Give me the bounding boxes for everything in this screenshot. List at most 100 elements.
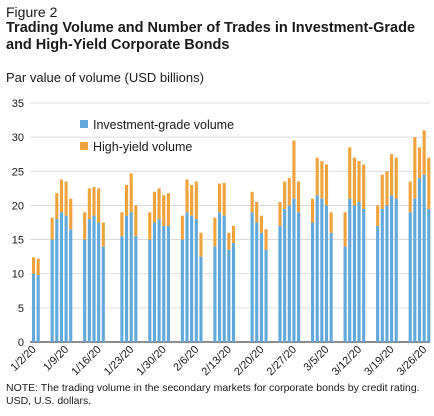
bar-investment-grade (264, 249, 268, 342)
bar-high-yield (394, 157, 398, 199)
bar-investment-grade (87, 219, 91, 342)
bar-high-yield (390, 154, 394, 196)
bar-high-yield (213, 217, 217, 247)
bar-high-yield (278, 202, 282, 226)
x-tick-label: 2/13/20 (200, 344, 234, 378)
bar-investment-grade (69, 229, 73, 342)
bar-high-yield (55, 193, 59, 220)
y-tick-label: 10 (12, 269, 24, 281)
bar-investment-grade (180, 239, 184, 342)
bar-high-yield (50, 217, 54, 240)
bar-investment-grade (348, 198, 352, 342)
bar-investment-grade (278, 225, 282, 342)
bar-high-yield (222, 182, 226, 216)
bar-investment-grade (394, 198, 398, 342)
bar-high-yield (134, 205, 138, 237)
bar-investment-grade (162, 225, 166, 342)
bar-investment-grade (292, 198, 296, 342)
bar-investment-grade (357, 202, 361, 342)
bar-high-yield (148, 212, 152, 240)
bar-investment-grade (50, 239, 54, 342)
bar-high-yield (259, 215, 263, 233)
bar-high-yield (125, 184, 129, 216)
bar-high-yield (129, 173, 133, 213)
bar-high-yield (92, 186, 96, 216)
x-tick-label: 2/20/20 (232, 344, 266, 378)
bar-high-yield (352, 157, 356, 206)
x-tick-label: 2/6/20 (171, 344, 201, 374)
bar-high-yield (166, 193, 170, 226)
bar-high-yield (320, 161, 324, 199)
bar-high-yield (199, 232, 203, 257)
legend-swatch-investment-grade (80, 120, 88, 128)
bar-high-yield (190, 184, 194, 216)
bar-high-yield (162, 195, 166, 226)
bar-high-yield (157, 188, 161, 220)
bar-investment-grade (36, 275, 40, 342)
bar-high-yield (255, 202, 259, 223)
bar-high-yield (250, 191, 254, 213)
bar-investment-grade (283, 208, 287, 342)
bar-high-yield (343, 212, 347, 247)
bar-investment-grade (129, 212, 133, 342)
y-tick-label: 30 (12, 132, 24, 144)
bar-high-yield (59, 179, 63, 213)
bar-investment-grade (134, 236, 138, 342)
bar-investment-grade (59, 212, 63, 342)
bar-high-yield (348, 147, 352, 199)
bar-high-yield (292, 140, 296, 199)
bar-high-yield (83, 212, 87, 240)
bar-investment-grade (222, 215, 226, 342)
bar-high-yield (422, 130, 426, 175)
y-axis-label: Par value of volume (USD billions) (6, 70, 204, 85)
bar-investment-grade (83, 239, 87, 342)
bar-high-yield (408, 181, 412, 213)
bar-investment-grade (324, 205, 329, 342)
legend-label-investment-grade: Investment-grade volume (93, 118, 234, 132)
bar-high-yield (385, 171, 389, 206)
x-tick-label: 3/12/20 (330, 344, 364, 378)
y-tick-label: 25 (12, 166, 24, 178)
bar-high-yield (311, 198, 315, 223)
bar-high-yield (120, 212, 124, 237)
bar-high-yield (152, 191, 156, 223)
bar-investment-grade (422, 174, 426, 342)
figure-note: NOTE: The trading volume in the secondar… (6, 382, 420, 407)
bar-high-yield (329, 212, 333, 233)
x-tick-label: 3/19/20 (362, 344, 396, 378)
bar-investment-grade (92, 215, 96, 342)
bar-high-yield (413, 137, 417, 199)
bar-investment-grade (125, 215, 129, 342)
bar-investment-grade (320, 198, 324, 342)
bar-high-yield (227, 232, 231, 250)
bar-investment-grade (376, 225, 380, 342)
bar-investment-grade (194, 219, 198, 342)
x-tick-label: 2/27/20 (265, 344, 299, 378)
bar-investment-grade (413, 198, 417, 342)
y-tick-label: 0 (18, 337, 24, 349)
bar-high-yield (427, 157, 431, 209)
bar-investment-grade (408, 212, 412, 342)
y-axis-ticks: 0 5 10 15 20 25 30 35 (12, 98, 24, 349)
x-tick-label: 1/23/20 (102, 344, 136, 378)
bar-investment-grade (380, 208, 384, 342)
x-tick-label: 1/30/20 (134, 344, 168, 378)
bar-investment-grade (297, 212, 301, 342)
bar-investment-grade (427, 208, 431, 342)
bar-investment-grade (417, 178, 422, 342)
bar-investment-grade (231, 242, 236, 342)
bar-investment-grade (120, 236, 124, 342)
bar-high-yield (64, 181, 68, 216)
bar-investment-grade (287, 205, 291, 342)
bar-high-yield (417, 147, 422, 179)
bar-investment-grade (352, 205, 356, 342)
bar-investment-grade (101, 246, 105, 342)
bar-high-yield (218, 183, 222, 213)
bar-high-yield (180, 215, 184, 240)
bar-investment-grade (97, 222, 101, 342)
bar-high-yield (324, 164, 329, 206)
bar-investment-grade (250, 212, 254, 342)
bar-investment-grade (329, 232, 333, 342)
bar-investment-grade (213, 246, 217, 342)
